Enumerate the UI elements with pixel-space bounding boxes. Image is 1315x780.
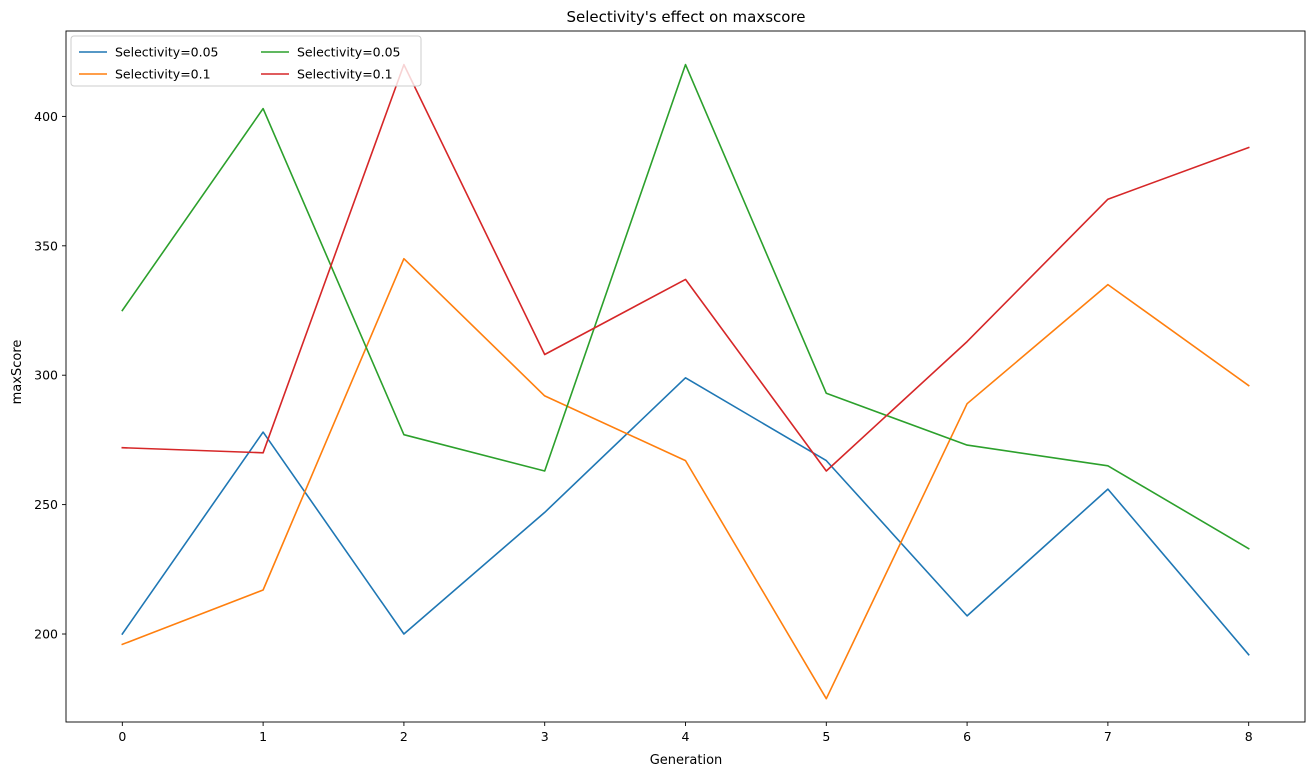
x-tick-label-7: 7: [1104, 729, 1112, 744]
series-line-0: [121, 376, 1250, 656]
y-tick-label-250: 250: [34, 497, 58, 512]
x-tick-label-5: 5: [822, 729, 830, 744]
legend-box: [70, 35, 422, 87]
axes-frame: [65, 30, 1306, 723]
x-tick-label-0: 0: [118, 729, 126, 744]
legend-label-1: Selectivity=0.1: [115, 67, 211, 82]
y-tick-label-400: 400: [34, 109, 58, 124]
y-axis-label: maxScore: [10, 340, 25, 405]
x-tick-label-3: 3: [541, 729, 549, 744]
y-tick-label-200: 200: [34, 627, 58, 642]
x-tick-label-1: 1: [259, 729, 267, 744]
plot-area: 0 1 2 3 4 5 6 7 8 200 250 300 350 400 Selectivity=0.05…: [34, 30, 1306, 744]
x-tick-label-6: 6: [963, 729, 971, 744]
chart-title: Selectivity's effect on maxscore: [566, 8, 805, 26]
legend-label-2: Selectivity=0.05: [297, 45, 401, 60]
series-line-3: [121, 63, 1250, 472]
y-tick-label-350: 350: [34, 238, 58, 253]
series-line-1: [121, 257, 1250, 700]
series-line-2: [121, 63, 1250, 550]
legend-label-3: Selectivity=0.1: [297, 67, 393, 82]
legend-label-0: Selectivity=0.05: [115, 45, 219, 60]
x-tick-label-4: 4: [682, 729, 690, 744]
x-axis-label: Generation: [650, 753, 723, 768]
x-tick-label-8: 8: [1245, 729, 1253, 744]
x-tick-label-2: 2: [400, 729, 408, 744]
y-tick-label-300: 300: [34, 368, 58, 383]
